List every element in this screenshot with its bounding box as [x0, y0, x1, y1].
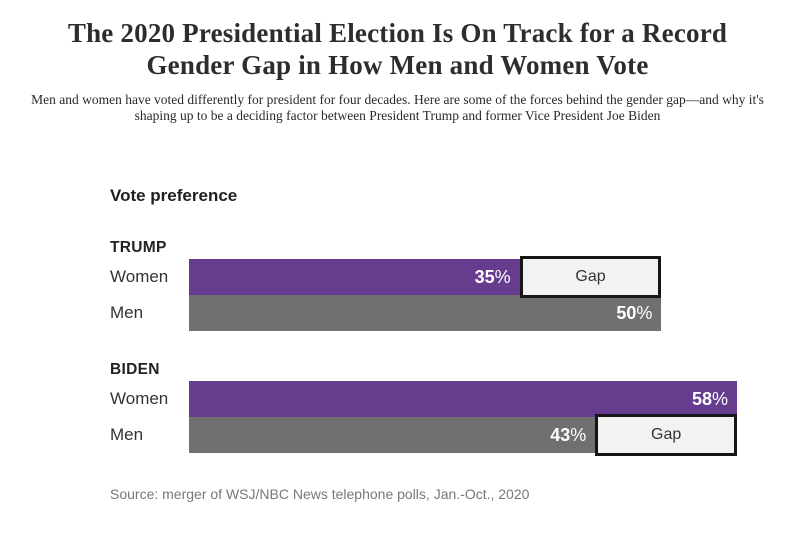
bar-value-biden-men: 43% [550, 424, 587, 445]
bar-biden-men: 43% [189, 417, 596, 453]
page-title-line-2: Gender Gap in How Men and Women Vote [146, 50, 649, 80]
article-header: The 2020 Presidential Election Is On Tra… [0, 0, 795, 123]
gap-indicator-biden: Gap [595, 414, 737, 456]
bar-value-trump-men: 50% [616, 302, 653, 323]
vote-preference-chart: Vote preference TRUMP Women 35% Gap Men [110, 186, 737, 456]
gap-label-biden: Gap [651, 426, 682, 443]
row-label-biden-men: Men [110, 425, 144, 444]
bar-value-biden-women: 58% [691, 388, 728, 409]
bar-track-trump-women: 35% Gap [189, 256, 737, 298]
bar-track-biden-men: 43% Gap [189, 414, 737, 456]
bar-trump-men: 50% [189, 295, 662, 331]
gap-indicator-trump: Gap [519, 256, 662, 298]
source-note: Source: merger of WSJ/NBC News telephone… [110, 486, 530, 502]
candidate-name-trump: TRUMP [110, 239, 167, 256]
bar-trump-women: 35% [189, 259, 520, 295]
page-title: The 2020 Presidential Election Is On Tra… [0, 17, 795, 81]
candidate-name-biden: BIDEN [110, 361, 160, 378]
row-label-trump-men: Men [110, 303, 144, 322]
bar-value-trump-women: 35% [474, 266, 511, 287]
page-title-line-1: The 2020 Presidential Election Is On Tra… [67, 18, 728, 48]
gap-label-trump: Gap [575, 268, 606, 285]
bar-row-biden-women: Women 58% [110, 381, 737, 417]
bar-track-biden-women: 58% [189, 381, 737, 417]
chart-title: Vote preference [110, 186, 238, 205]
bar-track-trump-men: 50% [189, 295, 737, 331]
page-subtitle: Men and women have voted differently for… [31, 92, 764, 123]
bar-row-trump-women: Women 35% Gap [110, 256, 737, 298]
bar-biden-women: 58% [189, 381, 737, 417]
bar-row-trump-men: Men 50% [110, 295, 737, 331]
bar-row-biden-men: Men 43% Gap [110, 414, 737, 456]
candidate-group-trump: TRUMP Women 35% Gap Men 50% [110, 240, 737, 331]
row-label-trump-women: Women [110, 267, 169, 286]
article-footer: Source: merger of WSJ/NBC News telephone… [110, 486, 795, 502]
candidate-group-biden: BIDEN Women 58% Men 43% Gap [110, 361, 737, 456]
article-page: The 2020 Presidential Election Is On Tra… [0, 0, 795, 502]
row-label-biden-women: Women [110, 389, 169, 408]
